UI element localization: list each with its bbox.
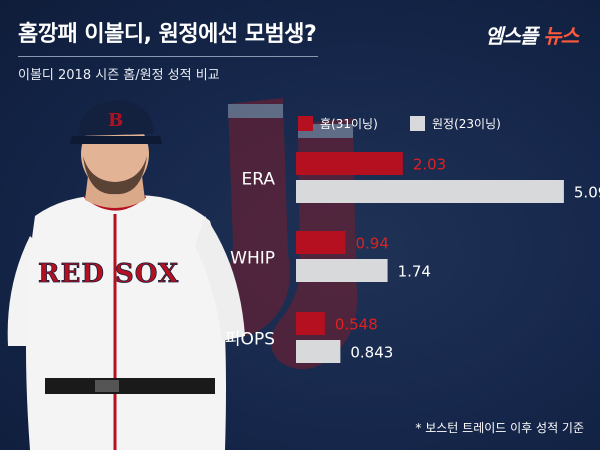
bar xyxy=(296,180,564,203)
data-label: 0.548 xyxy=(335,316,378,334)
legend-label: 원정(23이닝) xyxy=(432,117,501,131)
data-label: 1.74 xyxy=(398,263,431,281)
brand-logo: 엠스플 뉴스 xyxy=(485,20,579,49)
bar xyxy=(296,231,346,254)
legend-swatch xyxy=(298,116,313,131)
category-label: ERA xyxy=(242,170,276,190)
legend-swatch xyxy=(410,116,425,131)
category-label: WHIP xyxy=(230,249,275,269)
data-label: 2.03 xyxy=(413,156,446,174)
logo-main-text: 엠스플 xyxy=(485,24,538,48)
bar xyxy=(296,259,388,282)
chart-subtitle: 이볼디 2018 시즌 홈/원정 성적 비교 xyxy=(18,68,220,83)
player-photo: B RED SOX xyxy=(7,100,245,450)
data-label: 0.843 xyxy=(350,344,393,362)
logo-accent-text: 뉴스 xyxy=(543,24,579,48)
page-title: 홈깡패 이볼디, 원정에선 모범생? xyxy=(18,22,317,47)
bar xyxy=(296,152,403,175)
svg-text:B: B xyxy=(108,110,123,131)
jersey-lettering: RED SOX xyxy=(38,259,179,289)
data-label: 5.09 xyxy=(574,184,600,202)
title-divider xyxy=(18,56,318,57)
data-label: 0.94 xyxy=(355,235,388,253)
category-label: 피OPS xyxy=(225,330,275,350)
bar xyxy=(296,312,325,335)
legend-label: 홈(31이닝) xyxy=(320,117,378,131)
footnote: * 보스턴 트레이드 이후 성적 기준 xyxy=(415,421,584,435)
bar xyxy=(296,340,341,363)
